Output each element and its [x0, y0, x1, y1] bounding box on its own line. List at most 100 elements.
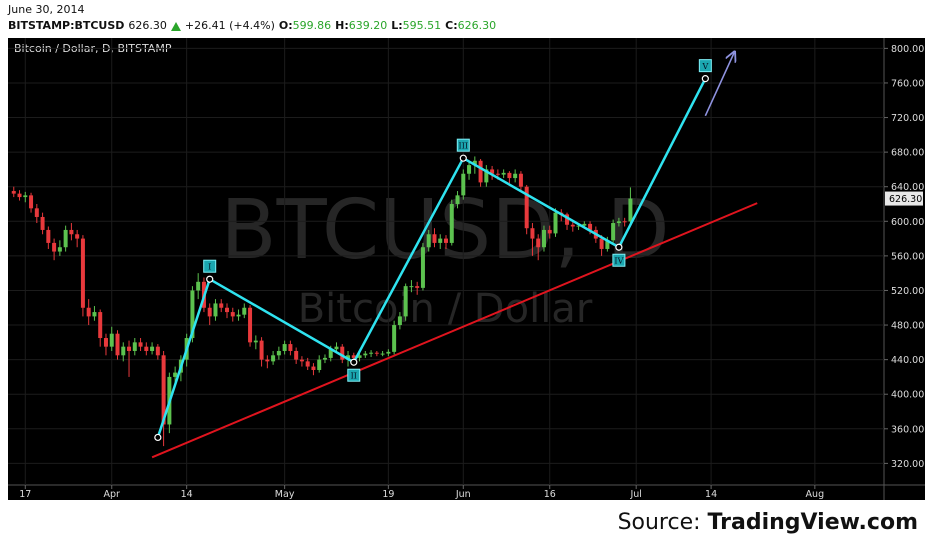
candle-body — [190, 290, 195, 339]
candle-body — [599, 238, 604, 249]
symbol: BITSTAMP:BTCUSD — [8, 19, 125, 32]
candle-body — [103, 338, 108, 347]
ohlc-label: L: — [391, 19, 403, 32]
source-site: TradingView.com — [707, 510, 918, 535]
candle-body — [444, 238, 448, 243]
candle-body — [536, 238, 541, 248]
ohlc-label: H: — [335, 19, 349, 32]
candle-body — [242, 307, 247, 315]
candle-body — [248, 307, 253, 343]
candle-body — [426, 234, 431, 248]
price-tag-label: 626.30 — [889, 194, 922, 205]
ohlc-value: 599.86 — [292, 19, 332, 32]
candle-body — [611, 223, 616, 241]
candle-body — [582, 223, 587, 226]
wave-label: II — [351, 372, 357, 381]
ohlc-label: O: — [278, 19, 293, 32]
ohlc-item: L:595.51 — [391, 18, 441, 34]
date: June 30, 2014 — [8, 3, 85, 16]
ohlc-value: 595.51 — [402, 19, 442, 32]
x-tick-label: 14 — [181, 489, 193, 500]
candle-body — [253, 340, 258, 343]
y-tick-label: 600.00 — [891, 217, 924, 228]
candle-body — [213, 303, 218, 317]
candle-body — [11, 191, 16, 194]
wave-point — [206, 275, 214, 283]
candle-body — [340, 346, 345, 360]
x-tick-label: Aug — [806, 489, 825, 500]
ohlc-item: C:626.30 — [445, 18, 496, 34]
candle-body — [150, 346, 155, 351]
candle-body — [40, 216, 45, 230]
candle-body — [484, 169, 489, 183]
candle-body — [622, 221, 627, 223]
candle-body — [121, 346, 126, 356]
candle-body — [34, 208, 39, 217]
candle-body — [161, 355, 166, 425]
candle-body — [524, 186, 529, 229]
y-tick-label: 800.00 — [891, 44, 924, 55]
candle-body — [438, 238, 443, 243]
x-tick-label: 14 — [705, 489, 717, 500]
candle-body — [513, 173, 518, 179]
candle-body — [155, 346, 160, 356]
candle-body — [225, 307, 229, 313]
candle-body — [98, 312, 103, 339]
candle-body — [328, 349, 333, 358]
wave-label: IV — [614, 257, 623, 266]
source-prefix: Source: — [617, 510, 701, 535]
candle-body — [311, 366, 316, 371]
source: Source: TradingView.com — [618, 510, 918, 535]
change: +26.41 (+4.4%) — [184, 19, 275, 32]
candle-body — [351, 355, 356, 358]
ohlc-value: 639.20 — [348, 19, 388, 32]
candle-body — [495, 173, 500, 175]
candle-body — [317, 359, 322, 371]
candle-body — [553, 212, 558, 234]
candle-body — [322, 357, 327, 360]
y-tick-label: 520.00 — [891, 286, 924, 297]
candle-body — [478, 160, 483, 183]
ohlc-values: O:599.86 H:639.20 L:595.51 C:626.30 — [279, 18, 496, 34]
candle-body — [299, 359, 304, 362]
candle-body — [501, 172, 506, 175]
wave-point — [154, 433, 162, 442]
x-tick-label: 19 — [382, 489, 394, 500]
wave-point — [459, 154, 467, 162]
candle-body — [518, 173, 523, 187]
candle-body — [570, 224, 575, 227]
candle-body — [397, 316, 402, 326]
wave-label-box — [456, 138, 470, 152]
candle-body — [386, 351, 391, 354]
ohlc-value: 626.30 — [457, 19, 497, 32]
chart: Bitcoin / Dollar, D, BITSTAMP BTCUSD, D … — [8, 38, 925, 500]
candle-body — [276, 350, 281, 356]
candle-body — [109, 333, 114, 347]
candle-body — [565, 214, 570, 225]
candle-body — [576, 225, 581, 227]
y-tick-label: 360.00 — [891, 424, 924, 435]
candle-body — [409, 286, 414, 288]
candle-body — [374, 352, 379, 354]
wave-line — [156, 78, 707, 438]
ohlc-label: C: — [445, 19, 458, 32]
candle-body — [288, 344, 293, 351]
candle-body — [588, 223, 593, 230]
candle-body — [127, 346, 132, 351]
y-tick-label: 560.00 — [891, 251, 924, 262]
candle-body — [80, 238, 85, 308]
candle-body — [449, 204, 454, 243]
up-arrow — [170, 21, 181, 31]
y-tick-label: 440.00 — [891, 355, 924, 366]
projection-arrow — [704, 53, 734, 117]
candle-body — [138, 342, 143, 347]
wave-label-box — [698, 59, 712, 73]
candle-body — [369, 352, 374, 354]
candle-body — [63, 229, 68, 248]
panel — [8, 38, 925, 500]
candle-body — [236, 314, 241, 317]
candle-body — [363, 353, 368, 356]
candle-body — [420, 247, 425, 288]
candle-body — [230, 312, 235, 317]
